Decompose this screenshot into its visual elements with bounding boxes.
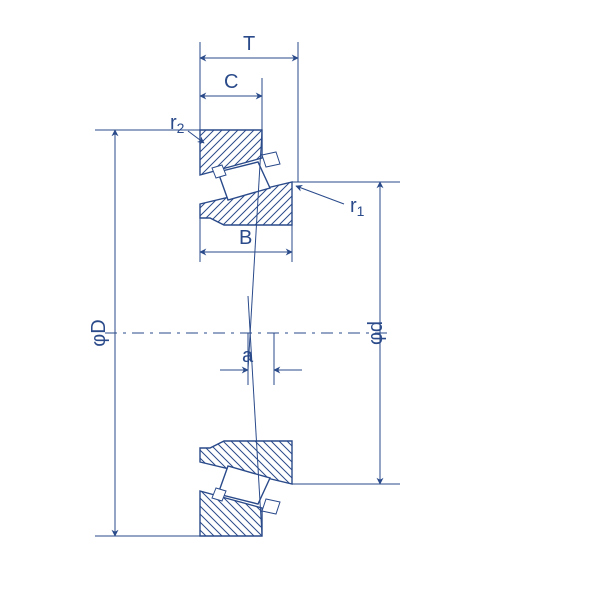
- label-C: C: [224, 71, 238, 93]
- bearing-dimension-diagram: TCr2 r1 Ba φd φD: [0, 0, 600, 600]
- leader-r1: [296, 186, 344, 204]
- section-top: [200, 130, 292, 370]
- label-r2: r2: [170, 112, 185, 136]
- section-bottom: [200, 296, 292, 536]
- label-r1: r1: [350, 195, 365, 219]
- label-phi-d: φd: [365, 321, 387, 345]
- label-B: B: [239, 227, 252, 249]
- cage-right: [262, 152, 280, 167]
- label-T: T: [243, 33, 255, 55]
- label-phi-D: φD: [88, 319, 110, 346]
- label-a: a: [242, 345, 254, 367]
- cage-right: [262, 499, 280, 514]
